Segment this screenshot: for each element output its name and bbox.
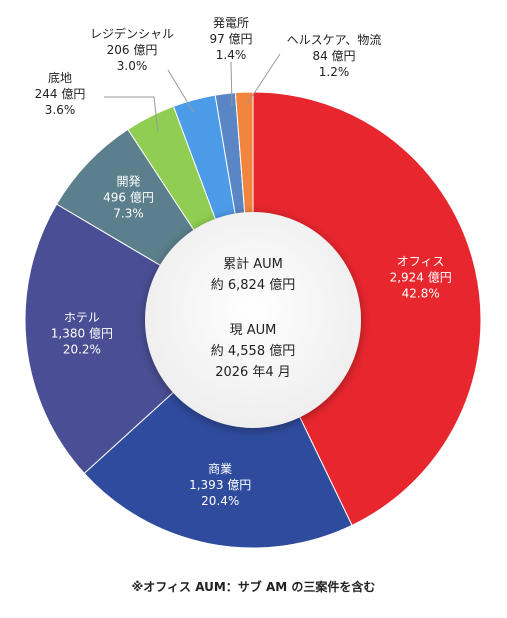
slice-percent: 42.8% (402, 287, 440, 301)
slice-category: 開発 (116, 174, 140, 188)
slice-category: ホテル (64, 311, 100, 325)
slice-label-5: レジデンシャル 206 億円 3.0% (90, 26, 174, 73)
slice-percent: 3.0% (117, 59, 148, 73)
slice-percent: 20.4% (201, 494, 239, 508)
slice-category: 発電所 (213, 16, 249, 30)
slice-value: 2,924 億円 (390, 271, 452, 285)
slice-value: 244 億円 (35, 87, 86, 101)
footnote: ※オフィス AUM：サブ AM の三案件を含む (131, 580, 376, 594)
slice-label-0: オフィス 2,924 億円 42.8% (390, 255, 452, 301)
center-total-aum-value: 約 6,824 億円 (211, 277, 295, 293)
center-total-aum-label: 累計 AUM (223, 256, 283, 272)
leader-line-4 (104, 96, 159, 133)
leader-lines (104, 53, 281, 133)
slice-value: 84 億円 (312, 49, 355, 63)
slice-value: 496 億円 (103, 190, 154, 204)
leader-line-7 (246, 53, 281, 105)
slice-value: 206 億円 (107, 43, 158, 57)
center-current-aum-label: 現 AUM (230, 323, 277, 338)
leader-line-6 (230, 61, 233, 107)
slice-label-1: 商業 1,393 億円 20.4% (189, 461, 251, 508)
slice-percent: 1.4% (216, 48, 247, 62)
slice-percent: 7.3% (113, 206, 144, 220)
slice-label-2: ホテル 1,380 億円 20.2% (51, 311, 113, 357)
center-circle (145, 212, 361, 428)
leader-line-5 (167, 69, 195, 114)
slice-label-4: 底地 244 億円 3.6% (35, 70, 86, 117)
center-current-aum-value: 約 4,558 億円 (211, 343, 295, 359)
slice-percent: 3.6% (45, 103, 76, 117)
slice-category: オフィス (397, 255, 445, 269)
slice-percent: 1.2% (319, 65, 350, 79)
slice-label-6: 発電所 97 億円 1.4% (209, 16, 252, 62)
slice-category: 商業 (208, 461, 232, 476)
slice-category: 底地 (48, 70, 72, 85)
slice-value: 1,380 億円 (51, 327, 113, 341)
slice-category: ヘルスケア、物流 (287, 33, 382, 47)
slice-value: 97 億円 (209, 32, 252, 46)
slice-label-3: 開発 496 億円 7.3% (103, 174, 154, 220)
donut-slices (24, 91, 482, 549)
slice-category: レジデンシャル (90, 26, 174, 41)
slice-value: 1,393 億円 (189, 478, 251, 492)
slice-percent: 20.2% (63, 343, 101, 357)
slice-label-7: ヘルスケア、物流 84 億円 1.2% (287, 33, 382, 79)
slice-labels: オフィス 2,924 億円 42.8% 商業 1,393 億円 20.4% ホテル 1,380… (35, 16, 452, 508)
center-date: 2026 年4 月 (215, 365, 291, 380)
